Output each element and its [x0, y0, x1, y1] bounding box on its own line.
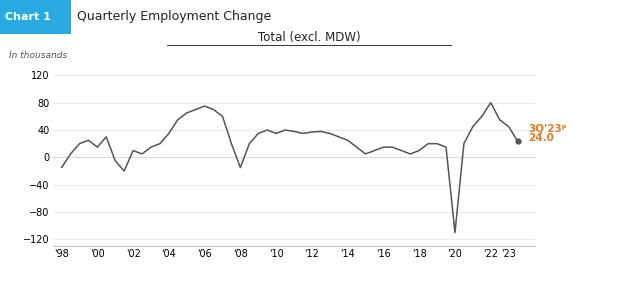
Text: Chart 1: Chart 1: [5, 12, 51, 22]
Text: 24.0: 24.0: [528, 133, 554, 143]
Text: 3Q'23ᵖ: 3Q'23ᵖ: [528, 124, 567, 134]
Text: In thousands: In thousands: [9, 51, 67, 60]
Text: Quarterly Employment Change: Quarterly Employment Change: [77, 10, 272, 23]
Text: Total (excl. MDW): Total (excl. MDW): [258, 31, 361, 44]
FancyBboxPatch shape: [0, 0, 71, 34]
